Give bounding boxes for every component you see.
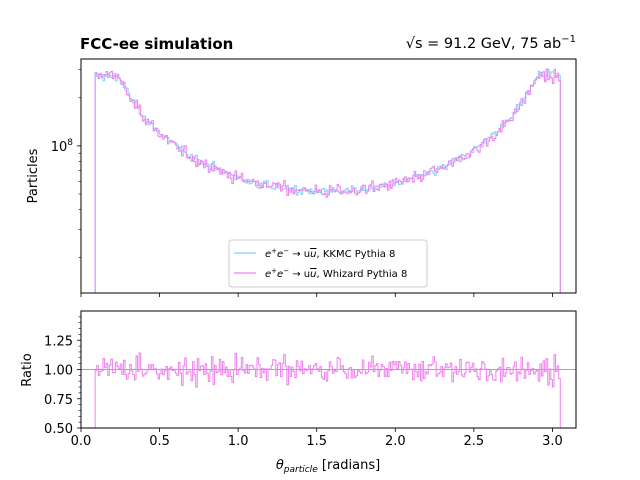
y-tick-label: 1.25 xyxy=(44,334,73,349)
top-ylabel: Particles xyxy=(26,148,41,203)
legend-box xyxy=(228,239,428,288)
chart-subtitle: √s = 91.2 GeV, 75 ab−1 xyxy=(406,34,576,52)
bottom-yticks: 0.50 0.75 1.00 1.25 xyxy=(44,316,81,437)
bottom-xticks: 0.0 0.5 1.0 1.5 2.0 2.5 3.0 xyxy=(71,428,563,449)
y-tick-label: 0.50 xyxy=(44,422,73,437)
top-axes-frame xyxy=(80,58,577,294)
chart-title: FCC-ee simulation xyxy=(80,35,233,53)
top-panel: 108 Particles e+e− → uu, KKMC Pythia 8 e… xyxy=(26,58,577,297)
x-tick-label: 0.5 xyxy=(149,434,170,449)
subtitle-superscript: −1 xyxy=(561,34,576,45)
x-tick-label: 1.0 xyxy=(228,434,249,449)
top-xticks xyxy=(80,293,553,297)
bottom-panel: 0.0 0.5 1.0 1.5 2.0 2.5 3.0 0.50 0.75 1.00 1.25 R… xyxy=(20,310,577,475)
legend-label-whizard: e+e− → uu, Whizard Pythia 8 xyxy=(265,267,407,280)
subtitle-text: √s = 91.2 GeV, 75 ab xyxy=(406,36,562,52)
ratio-series-group xyxy=(81,352,576,429)
x-tick-label: 2.5 xyxy=(464,434,485,449)
x-tick-label: 2.0 xyxy=(385,434,406,449)
top-yticks: 108 xyxy=(51,69,81,258)
top-ytick-label: 108 xyxy=(51,138,74,155)
ratio-line xyxy=(81,352,576,429)
x-tick-label: 0.0 xyxy=(71,434,92,449)
y-tick-label: 0.75 xyxy=(44,393,73,408)
series-whizard-line xyxy=(81,68,576,294)
legend-label-kkmc: e+e− → uu, KKMC Pythia 8 xyxy=(265,247,395,260)
x-tick-label: 3.0 xyxy=(542,434,563,449)
bottom-ylabel: Ratio xyxy=(20,353,35,386)
y-tick-label: 1.00 xyxy=(44,364,73,379)
x-axis-label: θparticle [radians] xyxy=(276,458,380,475)
series-whizard-group xyxy=(81,68,576,294)
x-tick-label: 1.5 xyxy=(306,434,327,449)
legend: e+e− → uu, KKMC Pythia 8 e+e− → uu, Whiz… xyxy=(228,239,428,288)
